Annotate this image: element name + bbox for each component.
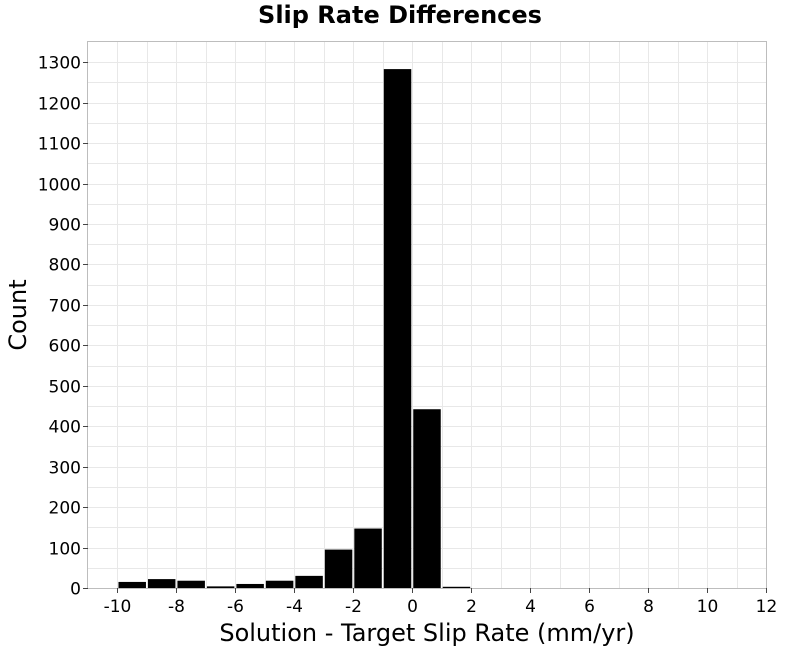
- x-tick-label: 4: [525, 597, 536, 617]
- plot-frame: [87, 41, 767, 589]
- x-tick-label: 6: [584, 597, 595, 617]
- bars: [118, 69, 471, 588]
- y-tick-label: 400: [49, 418, 81, 438]
- y-axis-ticks: 0 100 200 300 400 500 600 700 800 900 1000 1100 1200…: [38, 54, 88, 600]
- histogram-bar: [442, 586, 471, 588]
- y-tick-label: 100: [49, 540, 81, 560]
- histogram-bar: [265, 580, 294, 588]
- y-tick-label: 500: [49, 378, 81, 398]
- x-tick-label: -4: [286, 597, 303, 617]
- y-tick-label: 1000: [38, 176, 81, 196]
- y-axis-label: Count: [4, 279, 32, 350]
- histogram-bar: [354, 528, 382, 588]
- x-tick-label: 2: [466, 597, 477, 617]
- x-tick-label: -2: [345, 597, 362, 617]
- y-tick-label: 900: [49, 216, 81, 236]
- y-tick-label: 800: [49, 256, 81, 276]
- grid: [88, 42, 766, 588]
- histogram-bar: [147, 579, 176, 588]
- histogram-bar: [177, 580, 205, 588]
- x-tick-label: 12: [756, 597, 778, 617]
- histogram-bar: [206, 586, 235, 588]
- y-tick-label: 600: [49, 337, 81, 357]
- histogram-bar: [324, 549, 353, 588]
- x-tick-label: -10: [104, 597, 132, 617]
- y-tick-label: 300: [49, 459, 81, 479]
- y-tick-label: 1300: [38, 54, 81, 74]
- x-tick-label: -8: [168, 597, 185, 617]
- y-tick-label: 0: [70, 580, 81, 600]
- histogram-bar: [295, 575, 323, 588]
- y-tick-label: 1200: [38, 95, 81, 115]
- x-tick-label: -6: [227, 597, 244, 617]
- histogram-bar: [118, 581, 146, 588]
- chart-title: Slip Rate Differences: [258, 1, 542, 29]
- histogram-bar: [236, 583, 264, 588]
- x-tick-label: 0: [407, 597, 418, 617]
- x-axis-label: Solution - Target Slip Rate (mm/yr): [219, 619, 634, 647]
- y-tick-label: 200: [49, 499, 81, 519]
- histogram-bar: [383, 69, 412, 588]
- y-tick-label: 700: [49, 297, 81, 317]
- x-axis-ticks: -10 -8 -6 -4 -2 0 2 4 6 8 10 12: [104, 588, 778, 617]
- y-tick-label: 1100: [38, 135, 81, 155]
- x-tick-label: 10: [697, 597, 719, 617]
- x-tick-label: 8: [643, 597, 654, 617]
- histogram-bar: [413, 409, 441, 588]
